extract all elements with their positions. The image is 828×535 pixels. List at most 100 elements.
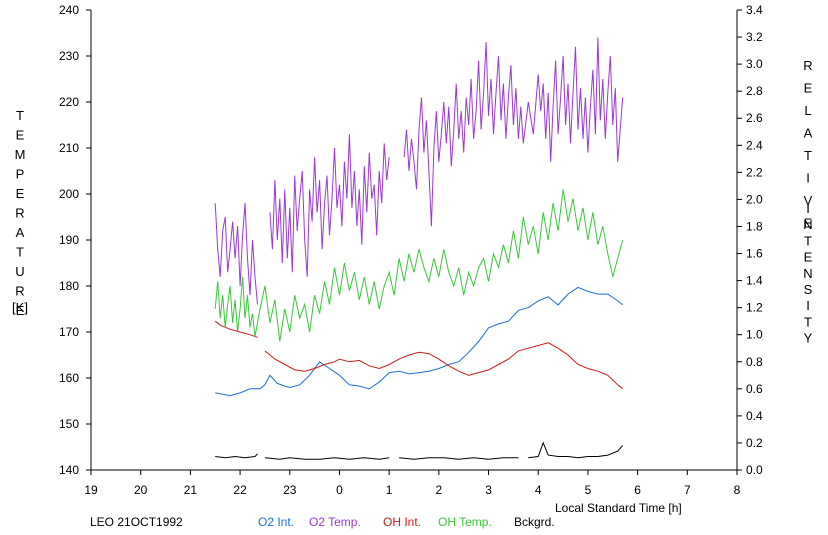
right-tick-label: 2.2 (746, 165, 763, 179)
right-axis-title-letter: A (804, 126, 813, 141)
left-axis-ticks: 140 150 160 170 180 190 200 210 220 230 240 (59, 3, 91, 477)
left-tick-label: 180 (59, 279, 79, 293)
right-axis-title-letter: T (804, 314, 812, 329)
series-line (264, 457, 390, 460)
left-tick-label: 240 (59, 3, 79, 17)
x-tick-label: 3 (485, 483, 492, 497)
left-axis-title-letter: E (16, 128, 25, 143)
x-tick-label: 20 (134, 483, 148, 497)
left-axis-title-letter: M (15, 147, 26, 162)
legend-entry: O2 Temp. (309, 515, 361, 529)
left-tick-label: 210 (59, 141, 79, 155)
right-axis-title-letter: R (803, 58, 812, 73)
series-line (403, 37, 624, 227)
right-axis-title-letter: T (804, 148, 812, 163)
left-tick-label: 160 (59, 371, 79, 385)
right-axis-title-letter: I (806, 201, 810, 216)
right-axis-title-letter: I (806, 171, 810, 186)
series-layer (214, 37, 624, 460)
left-axis-unit: [K] (12, 300, 28, 315)
right-axis-title-letter: T (804, 233, 812, 248)
left-tick-label: 200 (59, 187, 79, 201)
left-tick-label: 150 (59, 417, 79, 431)
right-tick-label: 3.0 (746, 57, 763, 71)
chart-axes (90, 10, 738, 471)
legend-entry: O2 Int. (258, 515, 294, 529)
right-tick-label: 1.4 (746, 274, 763, 288)
left-axis-title-letter: E (16, 186, 25, 201)
x-tick-label: 22 (233, 483, 247, 497)
x-axis-label: Local Standard Time [h] (555, 501, 682, 515)
x-tick-label: 4 (535, 483, 542, 497)
x-tick-label: 23 (283, 483, 297, 497)
left-tick-label: 230 (59, 49, 79, 63)
x-tick-label: 1 (386, 483, 393, 497)
right-axis-title-letter: N (803, 266, 812, 281)
right-tick-label: 2.8 (746, 84, 763, 98)
series-line (399, 457, 519, 460)
x-tick-label: 8 (734, 483, 741, 497)
right-tick-label: 0.0 (746, 463, 763, 477)
legend-entry: OH Int. (383, 515, 421, 529)
left-axis-title-letter: U (15, 264, 24, 279)
right-axis-title-letter: N (803, 217, 812, 232)
x-tick-label: 6 (634, 483, 641, 497)
right-axis-title-letter: I (806, 298, 810, 313)
series-o2-temp (214, 37, 624, 305)
right-axis-title-letter: E (804, 216, 813, 231)
right-tick-label: 0.6 (746, 382, 763, 396)
legend-entry: Bckgrd. (514, 515, 555, 529)
x-tick-label: 2 (436, 483, 443, 497)
series-bckgrd (215, 441, 624, 460)
right-tick-label: 1.2 (746, 301, 763, 315)
right-tick-label: 2.6 (746, 111, 763, 125)
right-tick-label: 1.6 (746, 247, 763, 261)
series-line (528, 441, 624, 459)
right-axis-ticks: 0.0 0.2 0.4 0.6 0.8 1.0 1.2 1.4 1.6 1.8 2.0 2.2 2.4 2… (737, 3, 763, 477)
x-tick-label: 21 (184, 483, 198, 497)
left-tick-label: 140 (59, 463, 79, 477)
x-tick-label: 0 (336, 483, 343, 497)
x-tick-label: 5 (585, 483, 592, 497)
right-axis-title-letter: L (804, 103, 811, 118)
right-tick-label: 0.8 (746, 355, 763, 369)
series-line (215, 453, 258, 459)
right-axis-title-letter: E (804, 250, 813, 265)
series-o2-int (215, 286, 624, 397)
x-axis-ticks: 19 20 21 22 23 0 1 2 3 4 5 6 7 8 (84, 470, 741, 497)
right-tick-label: 1.0 (746, 328, 763, 342)
right-axis-title-letter: S (804, 282, 813, 297)
right-axis-title-letter: E (804, 81, 813, 96)
left-axis-title-letter: T (16, 108, 24, 123)
left-axis-title-letter: E (16, 303, 25, 318)
legend-entry: OH Temp. (438, 515, 492, 529)
footer-station-label: LEO 21OCT1992 (90, 515, 183, 529)
x-tick-label: 7 (684, 483, 691, 497)
right-tick-label: 3.2 (746, 30, 763, 44)
x-tick-label: 19 (84, 483, 98, 497)
left-axis-title-letter: P (16, 167, 25, 182)
left-axis-title-letter: T (16, 245, 24, 260)
right-tick-label: 2.0 (746, 192, 763, 206)
series-oh-int (214, 320, 624, 390)
left-tick-label: 170 (59, 325, 79, 339)
right-axis-title-letter: V (804, 193, 813, 208)
right-tick-label: 2.4 (746, 138, 763, 152)
right-tick-label: 1.8 (746, 219, 763, 233)
right-tick-label: 3.4 (746, 3, 763, 17)
series-line (214, 203, 258, 305)
series-oh-temp (214, 189, 624, 342)
left-tick-label: 220 (59, 95, 79, 109)
series-line (214, 189, 624, 342)
left-axis-title-letter: R (15, 284, 24, 299)
series-line (214, 320, 258, 338)
right-tick-label: 0.4 (746, 409, 763, 423)
left-axis-title-letter: A (16, 225, 25, 240)
series-line (215, 286, 624, 397)
left-axis-title-letter: R (15, 206, 24, 221)
left-tick-label: 190 (59, 233, 79, 247)
right-tick-label: 0.2 (746, 436, 763, 450)
